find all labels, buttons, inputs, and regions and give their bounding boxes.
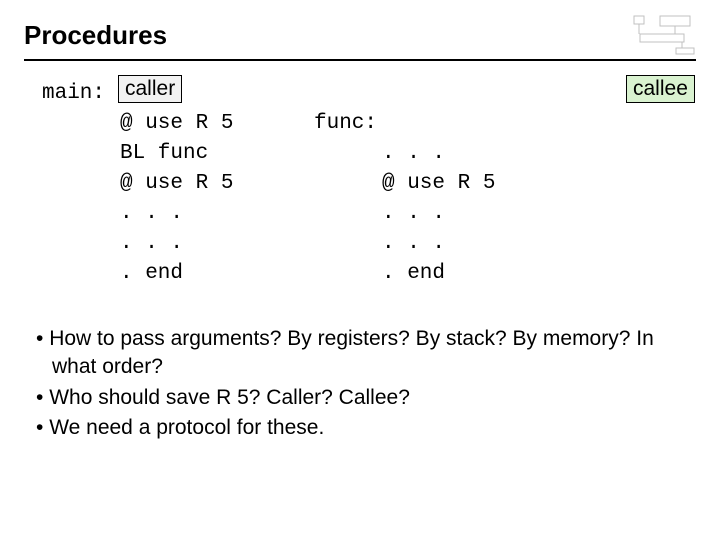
caller-badge: caller bbox=[118, 75, 182, 103]
bullet-item: We need a protocol for these. bbox=[36, 414, 696, 442]
callee-badge: callee bbox=[626, 75, 695, 103]
computer-diagram-icon bbox=[632, 14, 702, 58]
main-label: main: bbox=[42, 79, 105, 109]
bullet-item: How to pass arguments? By registers? By … bbox=[36, 325, 696, 382]
func-label: func: bbox=[314, 109, 377, 139]
bullet-list: How to pass arguments? By registers? By … bbox=[36, 325, 696, 442]
slide-title: Procedures bbox=[24, 20, 696, 51]
code-area: main: caller @ use R 5 BL func @ use R 5… bbox=[24, 75, 696, 325]
title-rule bbox=[24, 59, 696, 61]
bullet-item: Who should save R 5? Caller? Callee? bbox=[36, 384, 696, 412]
caller-code: @ use R 5 BL func @ use R 5 . . . . . . … bbox=[120, 109, 233, 289]
callee-code: . . . @ use R 5 . . . . . . . end bbox=[382, 139, 495, 289]
